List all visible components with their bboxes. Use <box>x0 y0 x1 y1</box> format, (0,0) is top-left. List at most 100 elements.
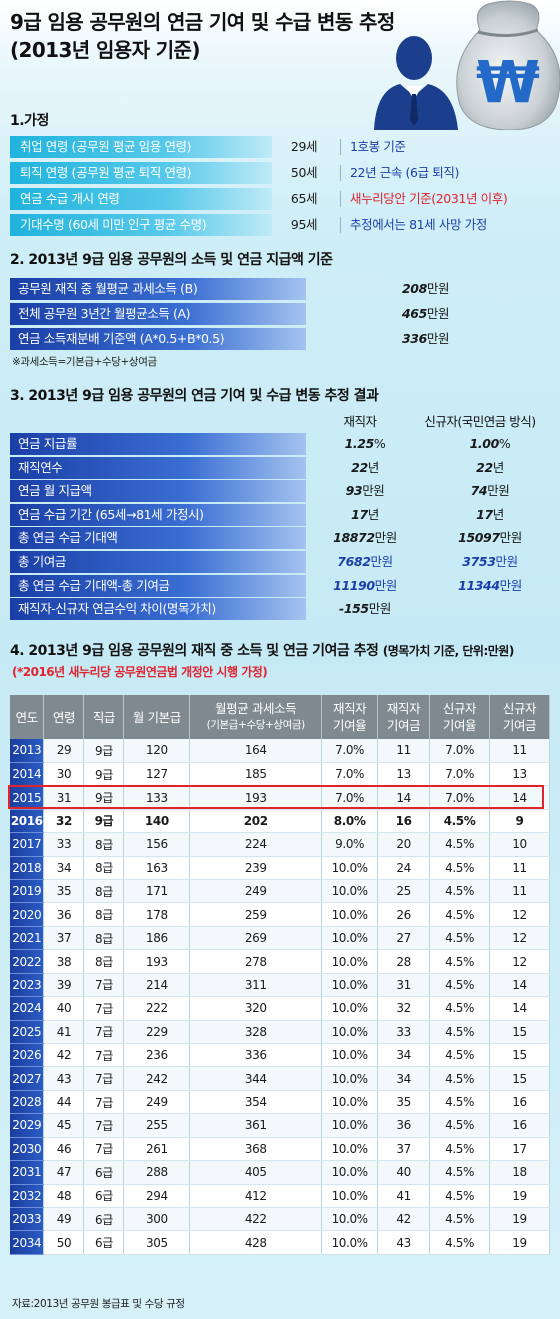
cell-taxable-income: 368 <box>189 1137 323 1162</box>
cell-age: 31 <box>43 785 85 810</box>
cell-grade: 9급 <box>83 762 125 787</box>
result-row: 연금 월 지급액 93만원 74만원 <box>10 480 550 503</box>
cell-newcomer-rate: 4.5% <box>429 1090 490 1115</box>
cell-grade: 8급 <box>83 856 125 881</box>
col-newcomer-header: 신규자(국민연금 방식) <box>424 414 536 429</box>
result-row: 총 연금 수급 기대액 18872만원 15097만원 <box>10 527 550 550</box>
cell-newcomer-amount: 15 <box>489 1043 550 1068</box>
cell-base-pay: 261 <box>123 1137 191 1162</box>
cell-taxable-income: 428 <box>189 1230 323 1255</box>
cell-base-pay: 300 <box>123 1207 191 1232</box>
th-year: 연도 <box>10 695 45 739</box>
th-age: 연령 <box>43 695 85 739</box>
cell-year: 2017 <box>10 832 45 857</box>
cell-year: 2029 <box>10 1113 45 1138</box>
cell-newcomer-rate: 4.5% <box>429 832 490 857</box>
result-incumbent-unit: % <box>373 436 386 451</box>
cell-taxable-income: 249 <box>189 879 323 904</box>
th-taxable-income: 월평균 과세소득 (기본급+수당+상여금) <box>189 695 323 739</box>
result-newcomer-number: 3753 <box>462 554 496 569</box>
income-basis-label: 공무원 재직 중 월평균 과세소득 (B) <box>10 278 306 300</box>
cell-newcomer-rate: 4.5% <box>429 1113 490 1138</box>
cell-newcomer-amount: 18 <box>489 1160 550 1185</box>
section-2-title: 2. 2013년 9급 임용 공무원의 소득 및 연금 지급액 기준 <box>10 252 333 268</box>
income-basis-label: 연금 소득재분배 기준액 (A*0.5+B*0.5) <box>10 328 306 350</box>
cell-newcomer-amount: 11 <box>489 739 550 763</box>
cell-year: 2022 <box>10 949 45 974</box>
cell-incumbent-amount: 14 <box>377 785 431 810</box>
cell-incumbent-amount: 31 <box>377 973 431 998</box>
cell-age: 34 <box>43 856 85 881</box>
cell-grade: 9급 <box>83 785 125 810</box>
cell-newcomer-rate: 4.5% <box>429 973 490 998</box>
money-bag-person-illustration: ₩ <box>374 0 560 130</box>
cell-incumbent-amount: 25 <box>377 879 431 904</box>
result-incumbent-unit: 만원 <box>368 601 392 617</box>
cell-incumbent-rate: 10.0% <box>321 902 379 927</box>
cell-newcomer-amount: 13 <box>489 762 550 787</box>
cell-incumbent-amount: 32 <box>377 996 431 1021</box>
cell-taxable-income: 405 <box>189 1160 323 1185</box>
money-bag-icon: ₩ <box>456 0 560 130</box>
cell-age: 37 <box>43 926 85 951</box>
cell-newcomer-rate: 7.0% <box>429 762 490 787</box>
result-label: 총 연금 수급 기대액 <box>10 527 306 550</box>
cell-newcomer-rate: 4.5% <box>429 1043 490 1068</box>
result-incumbent-unit: 만원 <box>374 577 398 593</box>
th-newcomer-rate: 신규자 기여율 <box>429 695 490 739</box>
cell-incumbent-amount: 13 <box>377 762 431 787</box>
result-newcomer-unit: 만원 <box>487 483 510 499</box>
assumption-note: 1호봉 기준 <box>350 139 406 154</box>
result-row: 총 연금 수급 기대액-총 기여금 11190만원 11344만원 <box>10 574 550 597</box>
cell-taxable-income: 344 <box>189 1066 323 1091</box>
cell-incumbent-rate: 10.0% <box>321 1066 379 1091</box>
cell-incumbent-amount: 43 <box>377 1230 431 1255</box>
result-incumbent-value: 17년 <box>320 504 410 526</box>
cell-newcomer-rate: 4.5% <box>429 1207 490 1232</box>
cell-incumbent-amount: 34 <box>377 1043 431 1068</box>
section-4-title-suffix: (명목가치 기준, 단위:만원) <box>382 644 515 658</box>
th-incumbent-amount: 재직자 기여금 <box>377 695 431 739</box>
result-incumbent-value: 18872만원 <box>320 527 410 549</box>
cell-taxable-income: 422 <box>189 1207 323 1232</box>
cell-incumbent-amount: 42 <box>377 1207 431 1232</box>
section-1-title: 1.가정 <box>10 113 49 129</box>
cell-year: 2032 <box>10 1184 45 1208</box>
result-newcomer-value: 15097만원 <box>430 527 550 549</box>
cell-newcomer-rate: 4.5% <box>429 902 490 927</box>
cell-grade: 8급 <box>83 949 125 974</box>
table-row: 2017 33 8급 156 224 9.0% 20 4.5% 10 <box>10 832 550 857</box>
cell-year: 2033 <box>10 1207 45 1232</box>
cell-newcomer-amount: 19 <box>489 1230 550 1255</box>
won-symbol-icon: ₩ <box>476 48 540 116</box>
cell-base-pay: 255 <box>123 1113 191 1138</box>
table-row: 2022 38 8급 193 278 10.0% 28 4.5% 12 <box>10 949 550 974</box>
cell-year: 2030 <box>10 1137 45 1162</box>
result-incumbent-value: 22년 <box>320 457 410 479</box>
table-row: 2021 37 8급 186 269 10.0% 27 4.5% 12 <box>10 926 550 951</box>
title-line-1: 9급 임용 공무원의 연금 기여 및 수급 변동 추정 <box>10 10 395 34</box>
assumption-label: 기대수명 (60세 미만 인구 평균 수명) <box>10 214 272 236</box>
cell-grade: 8급 <box>83 832 125 857</box>
result-incumbent-number: 11190 <box>333 577 375 593</box>
cell-grade: 7급 <box>83 996 125 1021</box>
section-4-title-main: 4. 2013년 9급 임용 공무원의 재직 중 소득 및 연금 기여금 추정 <box>10 643 379 659</box>
result-incumbent-value: 93만원 <box>320 480 410 502</box>
table-row: 2016 32 9급 140 202 8.0% 16 4.5% 9 <box>10 809 550 834</box>
cell-incumbent-amount: 24 <box>377 856 431 881</box>
cell-base-pay: 156 <box>123 832 191 857</box>
income-basis-unit: 만원 <box>426 281 450 296</box>
cell-newcomer-rate: 4.5% <box>429 1020 490 1044</box>
cell-year: 2025 <box>10 1020 45 1044</box>
cell-grade: 9급 <box>83 739 125 763</box>
income-basis-value: 336만원 <box>402 328 450 350</box>
cell-newcomer-rate: 4.5% <box>429 1160 490 1185</box>
assumption-value: 50세 <box>290 165 318 180</box>
assumption-label: 취업 연령 (공무원 평균 임용 연령) <box>10 136 272 158</box>
cell-incumbent-rate: 7.0% <box>321 739 379 763</box>
cell-base-pay: 214 <box>123 973 191 998</box>
cell-grade: 6급 <box>83 1160 125 1185</box>
cell-age: 29 <box>43 739 85 763</box>
assumption-note: 22년 근속 (6급 퇴직) <box>350 165 459 180</box>
businessman-silhouette-icon <box>374 36 458 130</box>
